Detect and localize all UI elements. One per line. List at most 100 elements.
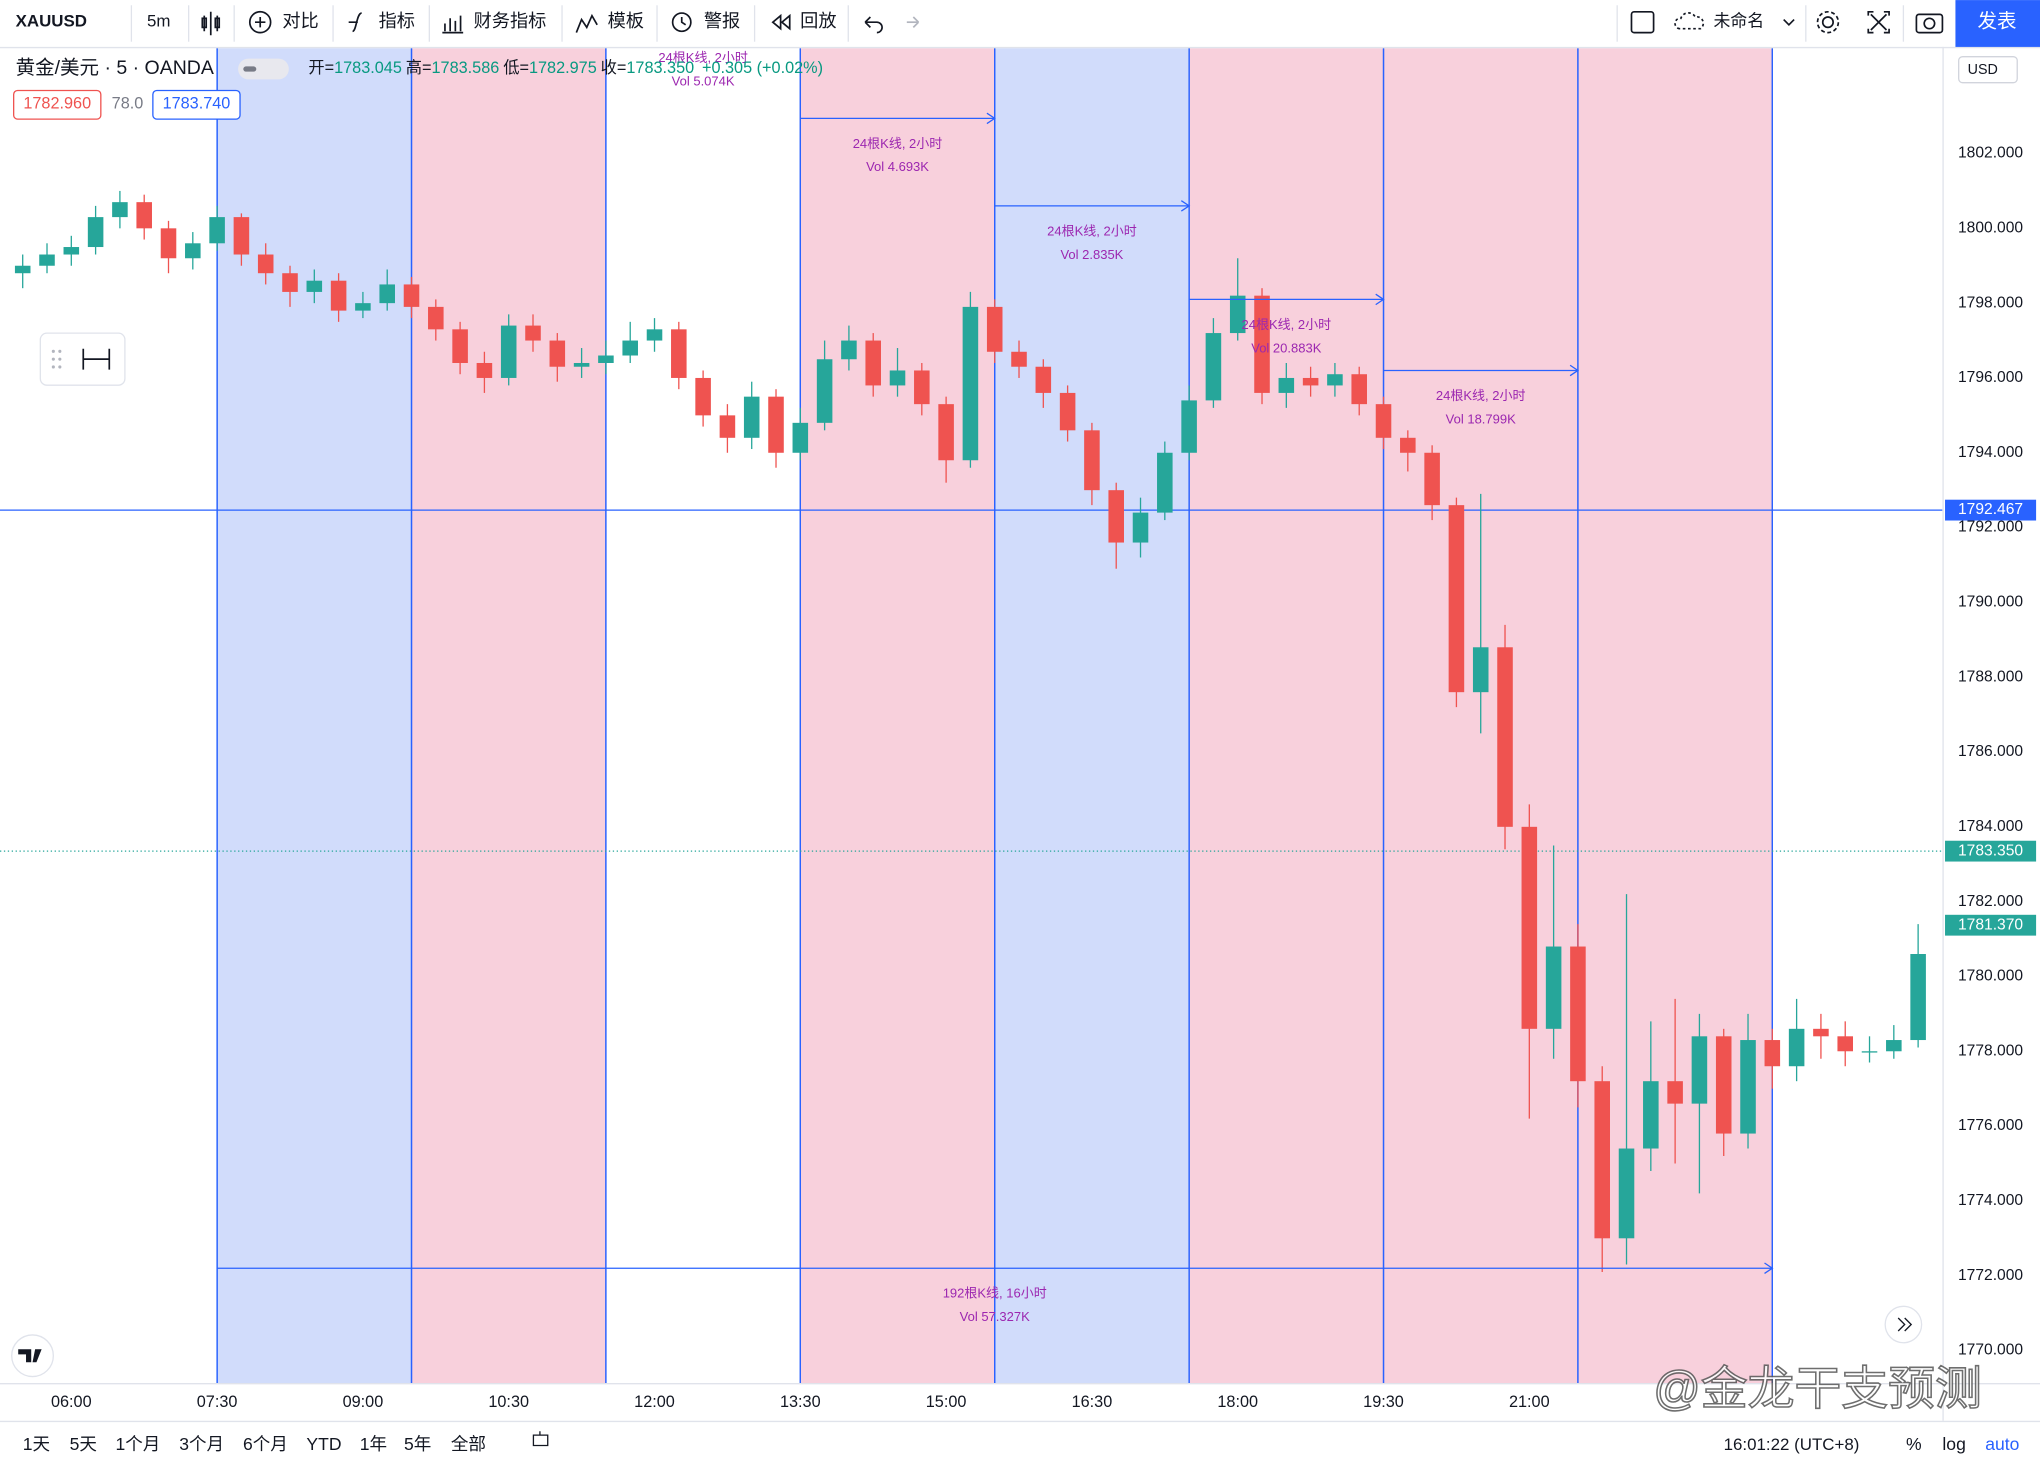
candle-body (743, 396, 760, 438)
candle-body (1618, 1148, 1635, 1239)
candle-body (1351, 374, 1367, 405)
candle-body (549, 340, 566, 367)
range-bars: 24根K线, 2小时 (1436, 388, 1526, 403)
candle-body (792, 422, 809, 453)
y-tick-label: 1776.000 (1958, 1117, 2023, 1134)
candle-body (938, 404, 954, 461)
candle-body (379, 284, 395, 304)
candle-body (1497, 647, 1513, 827)
range-button[interactable]: 3个月 (179, 1434, 224, 1454)
range-volume: Vol 4.693K (866, 159, 929, 174)
candle-body (1400, 437, 1416, 453)
toolbar-button[interactable]: 回放 (800, 11, 836, 31)
range-volume: Vol 20.883K (1251, 340, 1321, 355)
scroll-button[interactable] (1884, 1305, 1923, 1344)
range-button[interactable]: 6个月 (243, 1434, 288, 1454)
ask[interactable]: 1783.740 (163, 94, 231, 112)
candle-body (14, 265, 31, 274)
ask-box[interactable] (152, 89, 241, 120)
candle-body (330, 280, 347, 311)
x-tick-label: 13:30 (780, 1393, 821, 1411)
candle-body (914, 370, 930, 405)
scale-option[interactable]: % (1906, 1434, 1922, 1454)
candle-body (1424, 452, 1440, 506)
toolbar-separators (130, 5, 1905, 42)
range-button[interactable]: 1天 (23, 1434, 50, 1454)
candle-body (1132, 512, 1149, 543)
symbol[interactable]: XAUUSD (16, 12, 87, 31)
price-label: 1783.350 (1958, 842, 2023, 859)
date-range-icon[interactable] (532, 1431, 549, 1447)
candle-body (1788, 1028, 1805, 1067)
toolbar-button[interactable]: 财务指标 (474, 11, 547, 31)
range-button[interactable]: 5年 (404, 1434, 431, 1454)
ohlc-value: 1783.586 (432, 59, 500, 77)
x-tick-label: 18:00 (1217, 1393, 1258, 1411)
bid[interactable]: 1782.960 (23, 94, 91, 112)
x-tick-label: 09:00 (343, 1393, 384, 1411)
candle-body (1643, 1081, 1659, 1149)
spread: 78.0 (112, 94, 144, 112)
candle-body (1059, 392, 1076, 431)
candle-body (1254, 295, 1270, 393)
price-label-bg (1945, 840, 2037, 862)
range-button[interactable]: 1年 (360, 1434, 387, 1454)
range-bars: 24根K线, 2小时 (853, 136, 943, 151)
ohlc-label: 收= (601, 59, 627, 77)
currency[interactable]: USD (1968, 62, 1998, 78)
toolbar-button[interactable]: 对比 (282, 11, 318, 31)
floating-tool[interactable] (39, 332, 126, 386)
range-button[interactable]: 1个月 (115, 1434, 160, 1454)
y-tick-label: 1788.000 (1958, 668, 2023, 685)
y-tick-label: 1802.000 (1958, 145, 2023, 162)
currency-button[interactable] (1958, 56, 2018, 84)
candle-body (598, 355, 614, 363)
range-fill (411, 48, 606, 1384)
candle-body (1691, 1036, 1708, 1104)
y-tick-label: 1786.000 (1958, 743, 2023, 760)
ohlc-value: 1783.350 (626, 59, 694, 77)
candle-body (39, 254, 55, 266)
candle-body (282, 273, 298, 292)
publish-label[interactable]: 发表 (1978, 10, 2017, 32)
arrow-head (1764, 1262, 1774, 1274)
layout-name[interactable]: 未命名 (1713, 12, 1764, 31)
candle-body (622, 340, 638, 356)
candle-body (160, 228, 177, 259)
toolbar-icons[interactable] (201, 10, 1944, 36)
interval[interactable]: 5m (147, 12, 171, 31)
bid-box[interactable] (13, 89, 102, 120)
toolbar-button[interactable]: 警报 (704, 11, 740, 31)
candle-body (1594, 1081, 1610, 1239)
ohlc-label: 开= (308, 59, 334, 77)
candle-body (1157, 452, 1173, 513)
candle-body (428, 306, 444, 330)
range-volume: Vol 57.327K (960, 1309, 1030, 1324)
range-bars: 24根K线, 2小时 (1242, 317, 1332, 332)
candle-body (1521, 826, 1538, 1029)
scale-option[interactable]: log (1942, 1434, 1965, 1454)
toolbar-button[interactable]: 指标 (379, 11, 415, 31)
candle-body (1278, 377, 1295, 393)
candle-body (986, 306, 1003, 352)
candle-body (1084, 430, 1100, 491)
candle-body (500, 325, 517, 378)
candle-body (112, 202, 128, 218)
ohlc-value: 1783.045 (334, 59, 402, 77)
candle-body (841, 340, 857, 360)
legend-toggle[interactable] (238, 58, 289, 80)
toolbar-button[interactable]: 模板 (608, 11, 644, 31)
candle-body (403, 284, 420, 307)
x-tick-label: 12:00 (634, 1393, 675, 1411)
candle-body (233, 217, 250, 255)
x-tick-label: 19:30 (1363, 1393, 1404, 1411)
candle-body (1327, 374, 1343, 386)
range-button[interactable]: YTD (306, 1434, 341, 1454)
candle-body (1229, 295, 1246, 334)
range-button[interactable]: 5天 (70, 1434, 97, 1454)
publish-button[interactable] (1955, 0, 2040, 47)
range-button[interactable]: 全部 (451, 1434, 486, 1454)
scale-option[interactable]: auto (1985, 1434, 2019, 1454)
